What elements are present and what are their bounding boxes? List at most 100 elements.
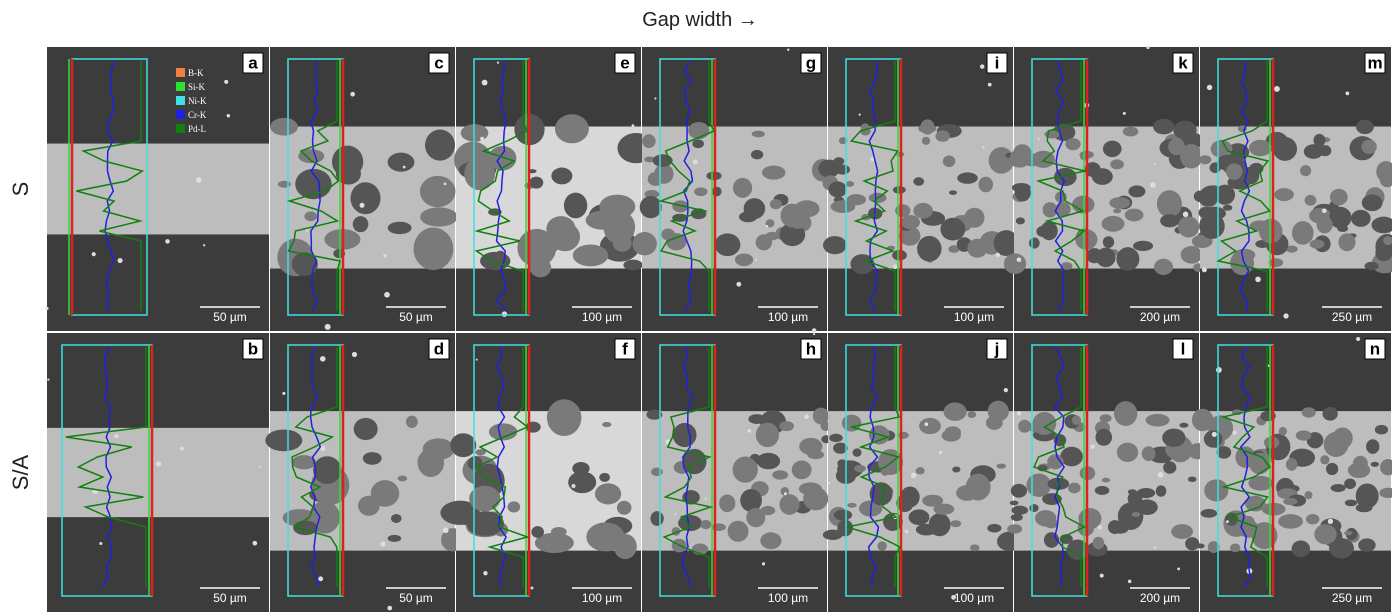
surface-speck: [505, 472, 509, 476]
phase-particle: [1012, 183, 1031, 192]
surface-speck: [787, 49, 789, 51]
phase-particle: [1292, 540, 1310, 557]
phase-particle: [398, 475, 408, 481]
phase-particle: [779, 494, 799, 515]
phase-particle: [1123, 127, 1139, 137]
legend-swatch: [176, 82, 185, 91]
phase-particle: [799, 482, 822, 495]
phase-particle: [1133, 241, 1153, 251]
phase-particle: [573, 245, 608, 267]
phase-particle: [943, 155, 955, 167]
phase-particle: [1029, 504, 1038, 512]
surface-speck: [1146, 46, 1149, 49]
phase-particle: [332, 146, 363, 178]
phase-particle: [1361, 140, 1376, 154]
phase-particle: [847, 503, 857, 508]
scale-label: 200 µm: [1140, 310, 1180, 324]
phase-particle: [1114, 401, 1137, 426]
phase-particle: [1100, 414, 1112, 422]
phase-particle: [1274, 188, 1294, 201]
surface-speck: [99, 542, 102, 545]
surface-speck: [320, 356, 326, 362]
surface-speck: [736, 282, 741, 287]
panel-letter: h: [806, 339, 816, 358]
phase-particle: [692, 139, 704, 148]
phase-particle: [1226, 163, 1242, 180]
phase-particle: [1153, 119, 1174, 135]
phase-particle: [1223, 205, 1232, 211]
phase-particle: [1217, 446, 1232, 459]
panel-letter: m: [1367, 53, 1382, 72]
phase-particle: [700, 520, 711, 529]
scale-label: 250 µm: [1332, 591, 1372, 605]
phase-particle: [1180, 144, 1203, 168]
surface-speck: [180, 447, 184, 451]
surface-speck: [227, 114, 230, 117]
phase-particle: [762, 166, 786, 180]
surface-speck: [92, 252, 96, 256]
surface-speck: [380, 541, 385, 546]
surface-speck: [387, 606, 392, 611]
surface-speck: [459, 178, 463, 182]
phase-particle: [1142, 446, 1156, 461]
phase-particle: [835, 165, 850, 175]
phase-particle: [640, 196, 662, 218]
phase-particle: [733, 178, 752, 198]
phase-particle: [735, 253, 753, 266]
legend-label: Pd-L: [188, 124, 206, 134]
surface-speck: [1038, 138, 1040, 140]
phase-particle: [388, 222, 412, 234]
micrograph-panel: g100 µm: [632, 47, 833, 333]
phase-particle: [853, 448, 862, 456]
phase-particle: [617, 501, 632, 515]
phase-particle: [901, 215, 920, 229]
surface-speck: [705, 498, 707, 500]
phase-particle: [1192, 409, 1213, 431]
phase-particle: [1160, 214, 1179, 227]
panel-letter: b: [248, 339, 258, 358]
phase-particle: [957, 172, 978, 183]
phase-particle: [952, 466, 960, 472]
surface-speck: [911, 473, 916, 478]
surface-speck: [383, 254, 386, 257]
phase-particle: [950, 520, 961, 527]
phase-particle: [1319, 145, 1331, 156]
surface-speck: [1255, 277, 1261, 283]
page: Gap width → Sa50 µmc50 µme100 µmg100 µmi…: [0, 0, 1392, 612]
scale-label: 50 µm: [213, 310, 247, 324]
phase-particle: [1044, 519, 1058, 528]
phase-particle: [1196, 543, 1205, 548]
phase-particle: [632, 232, 656, 255]
phase-particle: [1043, 202, 1058, 217]
phase-particle: [970, 544, 980, 551]
surface-speck: [1356, 337, 1360, 341]
phase-particle: [1326, 463, 1338, 475]
surface-speck: [748, 429, 752, 433]
phase-particle: [1375, 244, 1392, 261]
phase-particle: [1157, 190, 1182, 217]
legend-label: Si-K: [188, 82, 206, 92]
phase-particle: [1296, 430, 1312, 440]
surface-speck: [828, 482, 830, 484]
phase-particle: [1163, 461, 1176, 473]
phase-particle: [420, 176, 456, 207]
phase-particle: [1331, 484, 1346, 492]
surface-speck: [47, 378, 49, 380]
phase-particle: [917, 236, 941, 262]
phase-particle: [495, 251, 505, 260]
joint-band: [47, 144, 269, 235]
surface-speck: [1017, 411, 1021, 415]
micrograph-panel: a50 µm: [45, 47, 269, 331]
surface-speck: [463, 542, 466, 545]
phase-particle: [1026, 474, 1051, 497]
surface-speck: [1098, 525, 1102, 529]
phase-particle: [1310, 239, 1325, 248]
phase-particle: [673, 423, 697, 447]
scale-label: 100 µm: [582, 310, 622, 324]
micrograph-panel: b50 µm: [47, 333, 269, 612]
phase-particle: [413, 228, 453, 271]
phase-particle: [794, 200, 819, 217]
phase-particle: [823, 236, 847, 254]
